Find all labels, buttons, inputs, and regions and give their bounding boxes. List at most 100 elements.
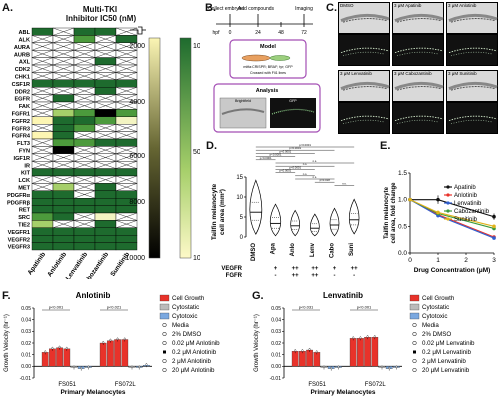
bar-legend-label: Cytostatic — [172, 304, 199, 311]
bar-y-tick: 0.01 — [271, 352, 281, 358]
d-violin — [348, 198, 360, 235]
heatmap-cell — [52, 205, 75, 214]
bar-legend-label: Media — [172, 322, 189, 329]
heatmap-row-label: ABL — [19, 30, 31, 36]
e-y-tick: 1.5 — [398, 170, 407, 177]
bar-legend-label: 2 μM Anlotinib — [172, 358, 212, 365]
d-category-label: Anlo — [290, 243, 296, 257]
timeline-tick-24: 24 — [255, 30, 261, 36]
heatmap-cell — [94, 227, 117, 236]
bar — [371, 337, 379, 367]
heatmap-cell — [115, 109, 138, 118]
bar — [364, 337, 371, 367]
panel-label-e: E. — [380, 140, 391, 152]
heatmap-row-label: FLT3 — [17, 141, 30, 147]
heatmap-cell — [52, 94, 75, 103]
heatmap-cell — [115, 227, 138, 236]
panel-label-f: F. — [2, 290, 11, 302]
tailfin-gfp-image — [392, 34, 444, 66]
d-violin — [329, 207, 340, 237]
panel-d-violin-chart: 0 5 10 15 Tailfin melanocyte cell area (mm²) D… — [211, 143, 360, 277]
heatmap-cell — [94, 57, 117, 66]
heatmap-cell — [115, 190, 138, 199]
bar — [306, 349, 313, 367]
panel-c-images: DMSO 3 μM Apatinib 3 μM Anlotinib 3 μM Lenv… — [338, 2, 498, 138]
bar-pvalue: p<0.001 — [49, 305, 64, 310]
heatmap-cell — [31, 242, 54, 251]
bar-y-tick: -0.01 — [20, 376, 32, 382]
d-y-tick: 0 — [240, 235, 244, 241]
heatmap-column-label: Anlotinib — [46, 251, 68, 278]
tailfin-gfp-image — [392, 102, 444, 134]
bar-xlabel: Primary Melanocytes — [310, 389, 375, 396]
panel-e-line-chart: 0 1 2 3 0.0 0.5 1.0 1.5 Drug Concentration (μM) T… — [384, 170, 496, 274]
d-fgfr-mark: - — [353, 273, 355, 277]
tailfin-gfp-image — [338, 34, 390, 66]
heatmap-cell — [52, 234, 75, 243]
bar-ylabel: Growth Velocity (hr⁻¹) — [254, 314, 260, 372]
heatmap-cell — [73, 205, 96, 214]
heatmap-row-label: IGF1R — [14, 156, 30, 162]
e-x-tick: 1 — [436, 257, 440, 264]
heatmap-cell — [52, 116, 75, 125]
heatmap-row-label: IR — [24, 163, 30, 169]
heatmap-row-label: AURA — [14, 45, 30, 51]
tailfin-brightfield-image — [338, 70, 390, 102]
e-point — [408, 197, 412, 202]
bar-legend-label: Cytostatic — [422, 304, 449, 311]
d-category-label: DMSO — [251, 243, 257, 261]
e-legend-label: Anlotinib — [454, 193, 478, 199]
heatmap-row-label: SRC — [18, 215, 30, 221]
heatmap-row-label: VEGFR2 — [8, 237, 30, 243]
e-x-tick: 3 — [492, 257, 496, 264]
bar-y-tick: -0.01 — [270, 376, 282, 382]
heatmap-cell — [94, 242, 117, 251]
panel-label-d: D. — [206, 140, 217, 152]
heatmap-row-label: VEGFR1 — [8, 230, 30, 236]
bar-legend-label: 20 μM Lenvatinib — [422, 367, 470, 374]
d-pvalue: p<0.0001 — [289, 165, 301, 169]
d-y-tick: 10 — [236, 195, 243, 201]
e-legend-label: Apatinib — [454, 185, 476, 191]
heatmap-cell — [31, 205, 54, 214]
d-fgfr-mark: - — [275, 273, 277, 277]
bar-y-tick: 0.01 — [21, 352, 31, 358]
d-vegfr-mark: + — [333, 266, 337, 272]
panel-f-bar-chart: Anlotinib -0.01 0.00 0.01 0.02 0.03 0.04 0.05 Gr… — [4, 291, 220, 396]
bar-pvalue: p<0.001 — [357, 305, 372, 310]
timeline-label-imaging: Imaging — [295, 6, 313, 12]
analysis-brightfield-label: Brightfield — [235, 99, 251, 103]
heatmap-row-label: FAK — [19, 104, 30, 110]
e-y-tick: 0.5 — [398, 223, 407, 230]
heatmap-row-label: MET — [18, 186, 30, 192]
d-pvalue: n.s. — [342, 181, 347, 185]
bar-legend-label: 0.2 μM Lenvatinib — [422, 349, 472, 356]
bar-pvalue: p<0.021 — [107, 305, 122, 310]
heatmap-cell — [31, 227, 54, 236]
panel-label-a: A. — [2, 2, 13, 14]
heatmap-cell — [73, 227, 96, 236]
tailfin-brightfield-image — [446, 2, 498, 34]
bar — [41, 352, 49, 367]
bar-y-tick: 0.04 — [21, 317, 31, 323]
heatmap-dendrogram — [130, 26, 146, 35]
heatmap-cell — [73, 116, 96, 125]
bar — [56, 347, 63, 367]
heatmap-row-label: VEGFR3 — [8, 245, 30, 251]
panel-g-bar-chart: Lenvatinib -0.01 0.00 0.01 0.02 0.03 0.04 0.05 G… — [254, 291, 475, 396]
bar — [357, 338, 364, 367]
timeline-hpf: hpf — [213, 30, 221, 36]
tailfin-image-label: 3 μM Apatinib — [394, 3, 422, 8]
bar-chart-title: Lenvatinib — [323, 291, 363, 300]
heatmap-cell — [52, 123, 75, 132]
heatmap-cell — [94, 205, 117, 214]
heatmap-row-label: FGFR3 — [12, 126, 30, 132]
d-pvalue: n.s. — [313, 159, 318, 163]
d-category-label: Suni — [349, 243, 355, 256]
heatmap-cell — [94, 234, 117, 243]
heatmap-row-label: FGFR4 — [12, 134, 31, 140]
bar — [291, 351, 299, 367]
analysis-title: Analysis — [256, 88, 279, 94]
